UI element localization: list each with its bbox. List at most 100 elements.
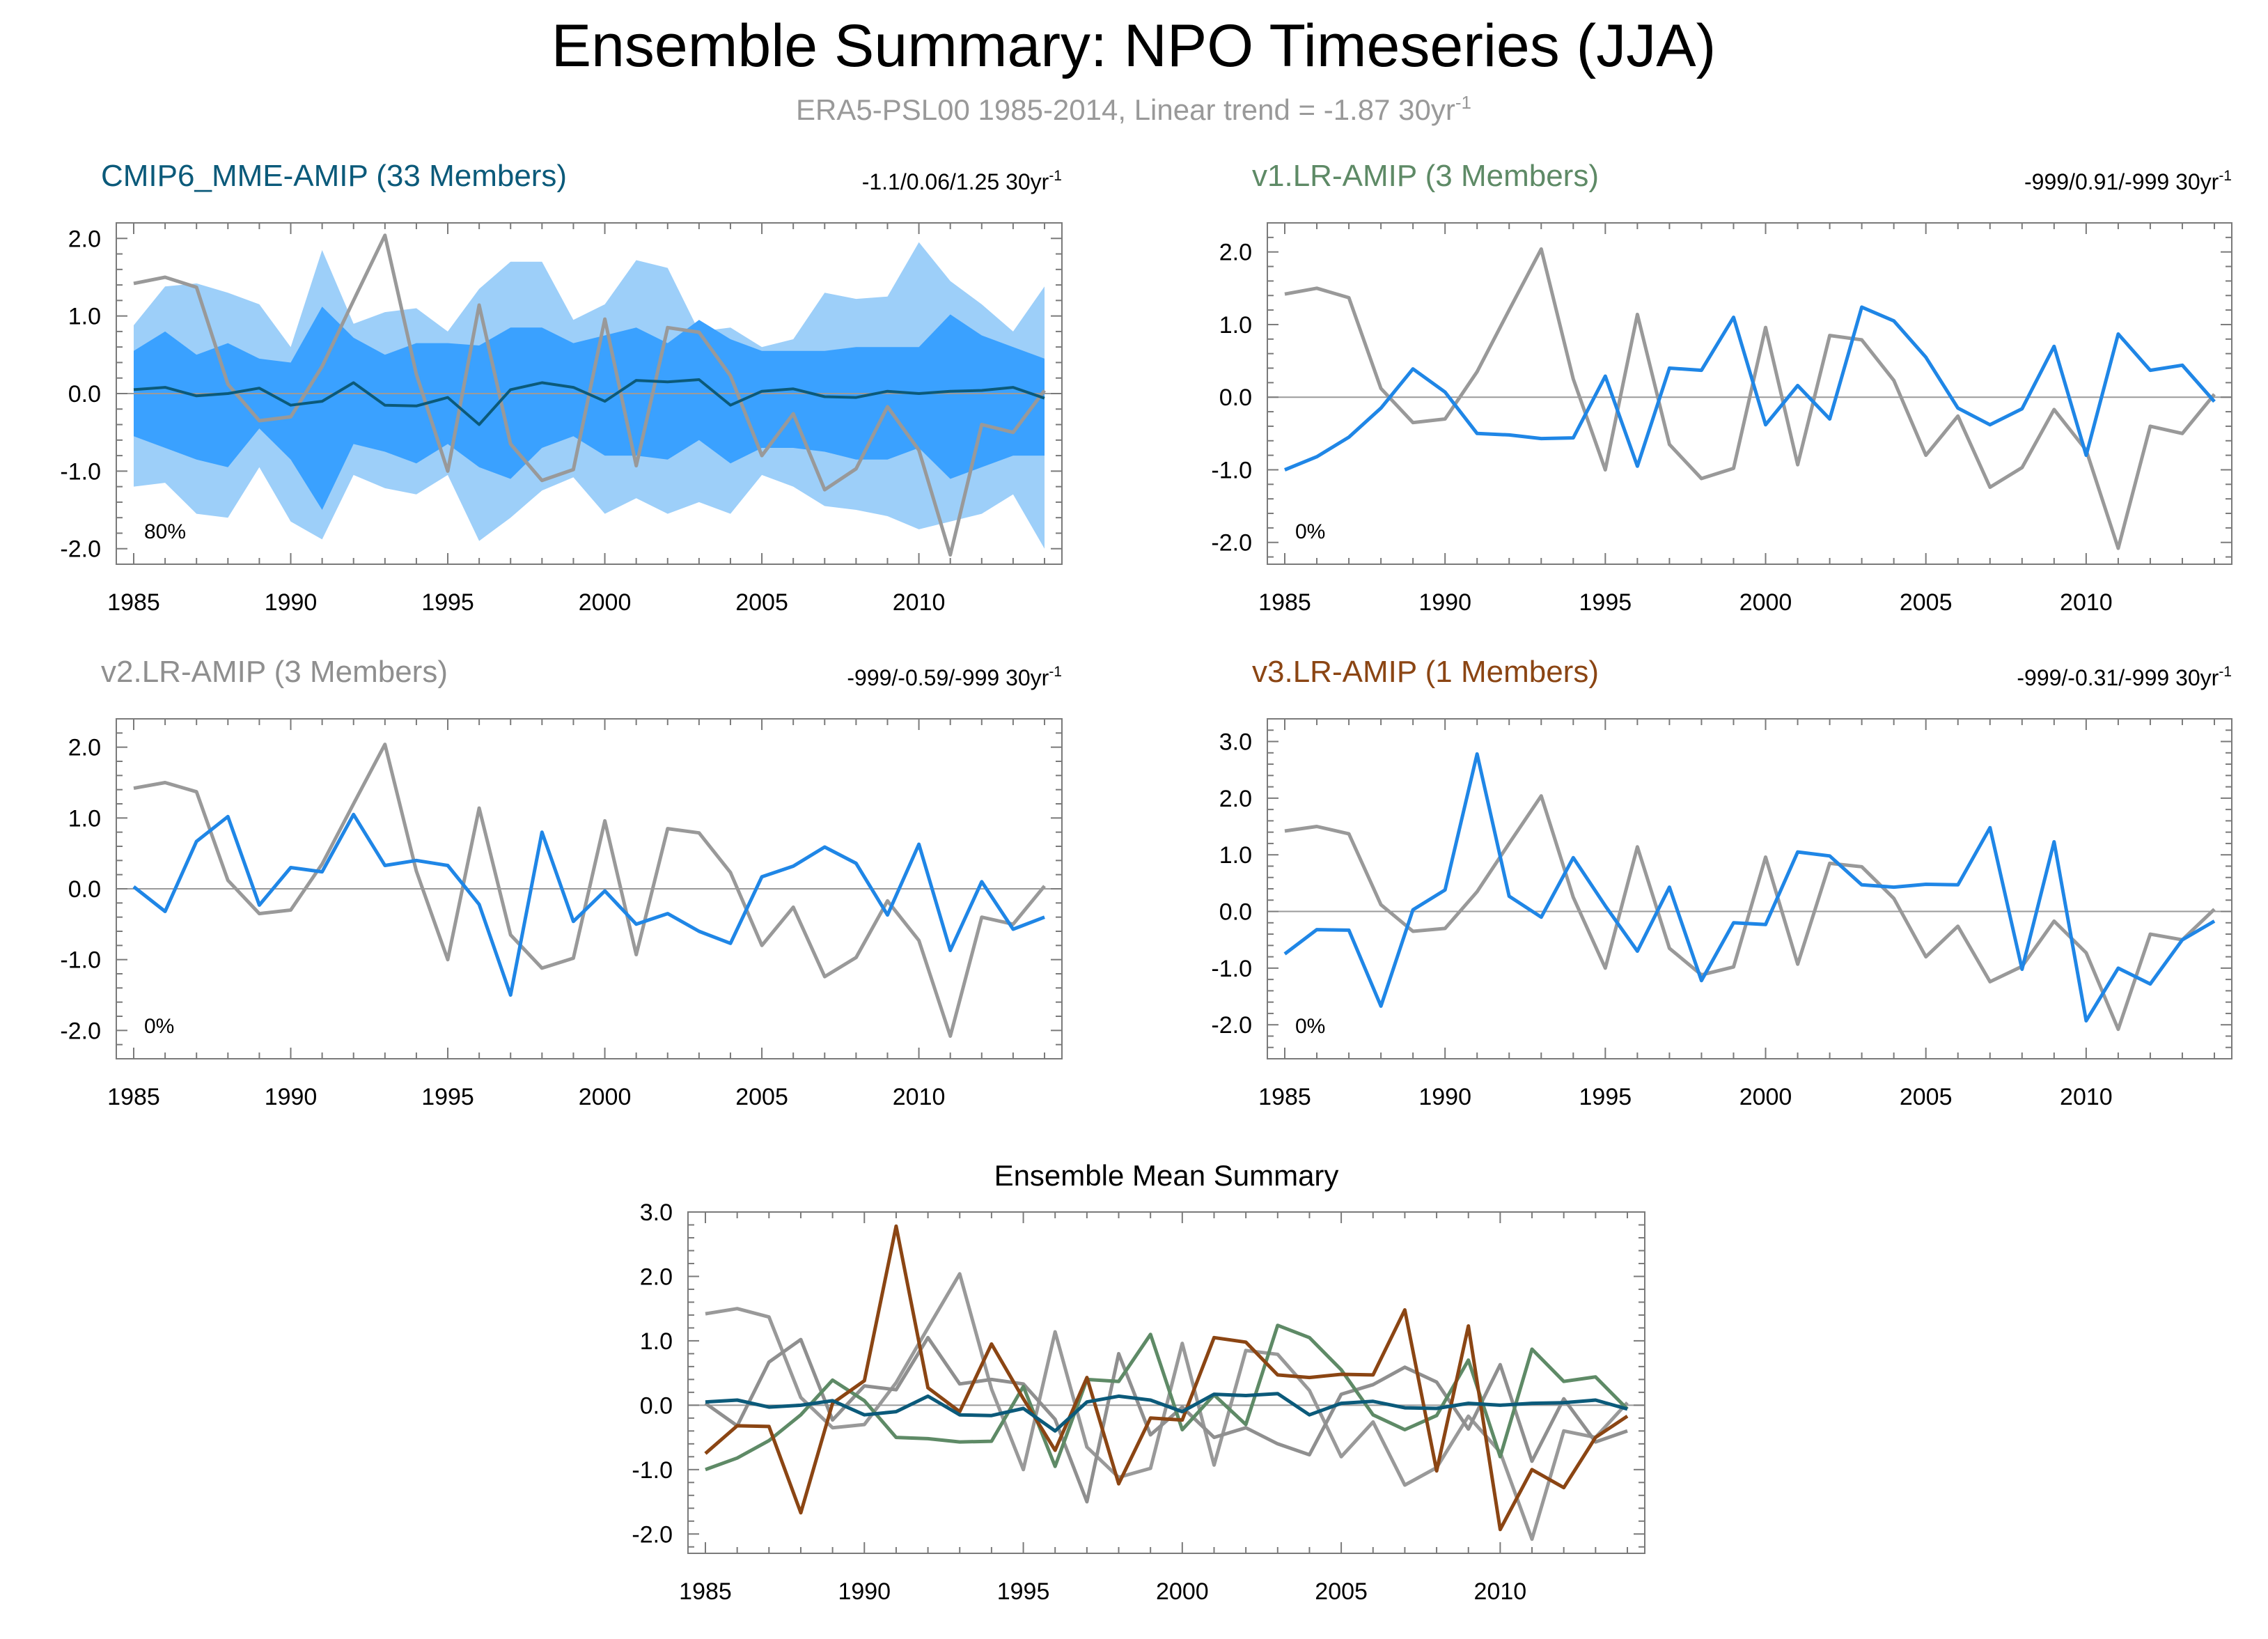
x-tick-label: 2005 (1900, 1084, 1953, 1110)
x-tick-label: 1990 (838, 1578, 891, 1605)
x-tick-label: 2000 (1739, 1084, 1792, 1110)
y-tick-label: 2.0 (68, 226, 101, 252)
y-tick-label: 3.0 (640, 1199, 673, 1226)
panel-trend-text: -999/-0.31/-999 30yr-1 (2017, 664, 2232, 690)
y-tick-label: -2.0 (60, 536, 101, 563)
y-tick-label: -1.0 (60, 947, 101, 974)
y-tick-label: -2.0 (1211, 530, 1252, 557)
y-tick-label: -1.0 (632, 1457, 673, 1484)
x-tick-label: 2010 (2060, 1084, 2113, 1110)
x-tick-label: 2010 (893, 1084, 946, 1110)
y-tick-label: -2.0 (1211, 1012, 1252, 1039)
obs-line (1284, 247, 2216, 550)
summary-line-v2 (704, 1335, 1628, 1504)
panel-title: v2.LR-AMIP (3 Members) (101, 655, 448, 689)
x-tick-label: 1995 (1579, 1084, 1632, 1110)
band-inner (134, 306, 1045, 510)
obs-line (1284, 794, 2216, 1032)
x-tick-label: 2010 (2060, 589, 2113, 616)
panel-pct-label: 0% (1295, 1015, 1325, 1038)
x-tick-label: 2005 (1900, 589, 1953, 616)
panel-trend-text: -999/-0.59/-999 30yr-1 (847, 664, 1062, 690)
series-line (1284, 305, 2216, 472)
x-tick-label: 1995 (421, 589, 474, 616)
x-tick-label: 1985 (107, 589, 160, 616)
y-tick-label: -1.0 (60, 458, 101, 485)
figure-subtitle-sup: -1 (1455, 92, 1471, 113)
y-tick-label: 2.0 (1219, 786, 1252, 812)
panel-v1-lr-amip: v1.LR-AMIP (3 Members) -999/0.91/-999 30y… (1211, 159, 2232, 616)
x-tick-label: 1995 (1579, 589, 1632, 616)
y-tick-label: 1.0 (68, 805, 101, 832)
x-tick-label: 2005 (1315, 1578, 1368, 1605)
x-tick-label: 1995 (997, 1578, 1050, 1605)
trend-sup: -1 (2219, 168, 2232, 184)
trend-value: -999/0.91/-999 30yr (2024, 169, 2219, 194)
x-tick-label: 2010 (1474, 1578, 1527, 1605)
panel-v2-lr-amip: v2.LR-AMIP (3 Members) -999/-0.59/-999 30… (60, 655, 1063, 1110)
x-tick-label: 1985 (679, 1578, 732, 1605)
panel-title: v1.LR-AMIP (3 Members) (1252, 159, 1599, 193)
y-tick-label: 1.0 (640, 1328, 673, 1355)
x-tick-label: 2000 (579, 589, 632, 616)
y-tick-label: -1.0 (1211, 457, 1252, 483)
trend-value: -999/-0.59/-999 30yr (847, 665, 1049, 690)
panel-ensemble-mean-summary: Ensemble Mean Summary -2.0 -1.0 0.0 1.0 2.0 3.… (632, 1159, 1645, 1605)
plot-area (1267, 752, 2232, 1032)
panel-title: CMIP6_MME-AMIP (33 Members) (101, 159, 567, 193)
y-tick-label: 0.0 (640, 1392, 673, 1419)
trend-value: -1.1/0.06/1.25 30yr (862, 169, 1049, 194)
y-tick-label: 0.0 (1219, 899, 1252, 926)
series-line (1283, 752, 2216, 1023)
x-tick-label: 2005 (735, 589, 788, 616)
y-tick-label: 1.0 (1219, 842, 1252, 869)
panel-pct-label: 80% (144, 520, 186, 543)
series-line (132, 812, 1045, 997)
figure-title: Ensemble Summary: NPO Timeseries (JJA) (552, 13, 1716, 79)
y-tick-label: 1.0 (68, 304, 101, 330)
y-tick-label: 0.0 (68, 876, 101, 903)
summary-line-cmip6-mme (705, 1392, 1628, 1433)
y-tick-label: 2.0 (1219, 240, 1252, 266)
trend-sup: -1 (1049, 168, 1062, 184)
trend-sup: -1 (1049, 664, 1062, 680)
panel-cmip6-mme: CMIP6_MME-AMIP (33 Members) -1.1/0.06/1.2… (60, 159, 1063, 616)
panel-trend-text: -999/0.91/-999 30yr-1 (2024, 168, 2232, 194)
summary-line-v3 (704, 1224, 1629, 1532)
figure-subtitle-text: ERA5-PSL00 1985-2014, Linear trend = -1.… (796, 93, 1455, 126)
y-tick-label: 0.0 (68, 381, 101, 407)
plot-area (116, 743, 1062, 1038)
plot-frame (687, 1211, 1645, 1554)
series-line (133, 378, 1045, 426)
x-tick-label: 1990 (265, 589, 318, 616)
x-tick-label: 1985 (1258, 1084, 1311, 1110)
panel-pct-label: 0% (144, 1015, 174, 1038)
x-tick-label: 1990 (1418, 1084, 1471, 1110)
summary-line-v1 (705, 1323, 1629, 1472)
plot-frame (1267, 718, 2232, 1059)
x-tick-label: 2005 (735, 1084, 788, 1110)
x-tick-label: 1990 (265, 1084, 318, 1110)
y-tick-label: -2.0 (60, 1018, 101, 1044)
panel-trend-text: -1.1/0.06/1.25 30yr-1 (862, 168, 1062, 194)
plot-frame (1267, 222, 2232, 565)
y-tick-label: -1.0 (1211, 956, 1252, 982)
figure-subtitle: ERA5-PSL00 1985-2014, Linear trend = -1.… (796, 92, 1471, 126)
y-tick-label: 2.0 (640, 1264, 673, 1290)
y-tick-label: 1.0 (1219, 312, 1252, 339)
x-tick-label: 1990 (1418, 589, 1471, 616)
trend-sup: -1 (2219, 664, 2232, 680)
panel-title: Ensemble Mean Summary (994, 1159, 1339, 1192)
panel-pct-label: 0% (1295, 520, 1325, 543)
x-tick-label: 1985 (1258, 589, 1311, 616)
trend-value: -999/-0.31/-999 30yr (2017, 665, 2219, 690)
x-tick-label: 2000 (1739, 589, 1792, 616)
y-tick-label: 2.0 (68, 735, 101, 761)
x-tick-label: 1995 (421, 1084, 474, 1110)
x-tick-label: 2000 (1156, 1578, 1209, 1605)
panel-v3-lr-amip: v3.LR-AMIP (1 Members) -999/-0.31/-999 30… (1211, 655, 2232, 1110)
plot-area (1267, 247, 2232, 550)
x-tick-label: 2010 (893, 589, 946, 616)
plot-area (688, 1224, 1645, 1541)
